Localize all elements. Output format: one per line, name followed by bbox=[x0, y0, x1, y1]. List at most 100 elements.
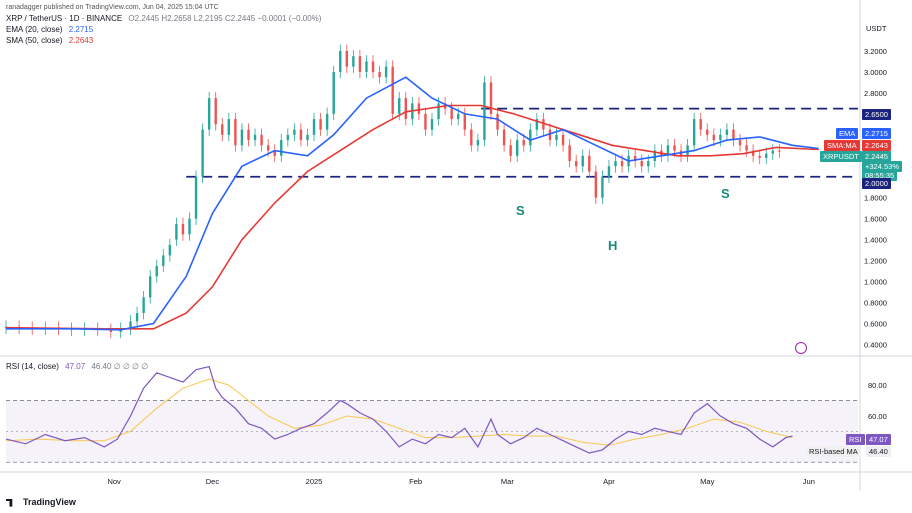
ema-legend-label: EMA (20, close) bbox=[6, 25, 63, 34]
candle-body bbox=[345, 50, 348, 67]
publisher-line: ranadagger published on TradingView.com,… bbox=[6, 4, 219, 11]
candle-body bbox=[496, 113, 499, 130]
rsi-legend-extra: 46.40 ∅ ∅ ∅ ∅ bbox=[91, 362, 149, 371]
price-tick-label: 0.8000 bbox=[864, 299, 887, 308]
rsi-legend[interactable]: RSI (14, close) 47.07 46.40 ∅ ∅ ∅ ∅ bbox=[6, 362, 152, 371]
candle-body bbox=[306, 134, 309, 141]
candle-body bbox=[509, 145, 512, 156]
candle-body bbox=[240, 129, 244, 146]
candle-body bbox=[542, 119, 545, 130]
price-tick-label: 1.2000 bbox=[864, 257, 887, 266]
symbol-header: XRP / TetherUS · 1D · BINANCE O2.2445 H2… bbox=[6, 14, 325, 23]
candle-body bbox=[640, 161, 643, 167]
ema-name-tag: EMA bbox=[836, 128, 859, 139]
change-tag: +324.53% bbox=[862, 161, 902, 172]
candle-body bbox=[778, 150, 781, 152]
candle-body bbox=[135, 313, 139, 322]
candle-body bbox=[155, 265, 158, 277]
candle-body bbox=[207, 98, 211, 130]
candle-body bbox=[489, 82, 493, 114]
candle-body bbox=[699, 119, 702, 130]
head-label: H bbox=[608, 238, 618, 253]
candle-body bbox=[384, 66, 388, 78]
candle-body bbox=[719, 134, 722, 141]
rsi-name-tag: RSI bbox=[846, 434, 865, 445]
time-tick-label: Nov bbox=[107, 477, 121, 486]
candle-body bbox=[299, 129, 303, 141]
price-tick-label: 1.0000 bbox=[864, 278, 887, 287]
candle-body bbox=[371, 61, 375, 72]
candle-body bbox=[712, 134, 716, 141]
price-tick-label: 2.8000 bbox=[864, 89, 887, 98]
brand-label: TradingView bbox=[23, 497, 76, 507]
candle-body bbox=[260, 134, 263, 146]
candle-body bbox=[450, 108, 453, 120]
candle-body bbox=[692, 119, 696, 146]
candle-body bbox=[168, 244, 172, 256]
tradingview-logo[interactable]: TradingView bbox=[6, 497, 76, 507]
candle-body bbox=[129, 321, 132, 329]
left-shoulder-label: S bbox=[516, 203, 525, 218]
candle-body bbox=[647, 161, 650, 167]
symbol-title[interactable]: XRP / TetherUS · 1D · BINANCE bbox=[6, 14, 123, 23]
candle-body bbox=[404, 98, 407, 120]
candle-body bbox=[522, 140, 525, 146]
candle-body bbox=[358, 56, 362, 72]
candle-body bbox=[293, 129, 296, 135]
candle-body bbox=[706, 129, 709, 135]
candle-body bbox=[319, 119, 322, 130]
level-top-tag: 2.6500 bbox=[862, 109, 891, 120]
candle-body bbox=[758, 155, 761, 158]
candle-body bbox=[555, 134, 558, 141]
pair-tag: XRPUSDT bbox=[820, 151, 862, 162]
candle-body bbox=[286, 134, 290, 141]
candle-body bbox=[529, 129, 532, 146]
candle-body bbox=[227, 119, 231, 135]
candle-body bbox=[378, 71, 381, 78]
sma-legend[interactable]: SMA (50, close) 2.2643 bbox=[6, 36, 97, 45]
candle-body bbox=[352, 56, 355, 67]
candle-body bbox=[470, 129, 473, 146]
candle-body bbox=[234, 119, 237, 146]
rsi-tick-label: 80.00 bbox=[868, 381, 887, 390]
candle-body bbox=[253, 134, 257, 141]
time-tick-label: May bbox=[700, 477, 714, 486]
price-tick-label: 1.4000 bbox=[864, 236, 887, 245]
candle-body bbox=[732, 129, 735, 141]
candle-body bbox=[201, 129, 204, 177]
alert-icon[interactable] bbox=[795, 342, 807, 354]
candle-body bbox=[601, 176, 604, 198]
rsi-legend-label: RSI (14, close) bbox=[6, 362, 59, 371]
candle-body bbox=[614, 161, 617, 167]
candle-body bbox=[502, 129, 506, 146]
candle-body bbox=[221, 124, 224, 135]
rsi-value-tag: 47.07 bbox=[866, 434, 891, 445]
sma-value-tag: 2.2643 bbox=[862, 140, 891, 151]
sma-name-tag: SMA:MA bbox=[824, 140, 860, 151]
ohlc-values: O2.2445 H2.2658 L2.2195 C2.2445 −0.0001 … bbox=[128, 14, 322, 23]
time-tick-label: Dec bbox=[206, 477, 220, 486]
candle-body bbox=[437, 103, 440, 120]
candle-body bbox=[391, 66, 394, 114]
ema-value-tag: 2.2715 bbox=[862, 128, 891, 139]
candle-body bbox=[398, 98, 401, 114]
candle-body bbox=[417, 103, 421, 114]
rsi-legend-value: 47.07 bbox=[65, 362, 86, 371]
rsi-tick-label: 60.00 bbox=[868, 412, 887, 421]
candle-body bbox=[771, 150, 774, 154]
ema-legend[interactable]: EMA (20, close) 2.2715 bbox=[6, 25, 97, 34]
candle-body bbox=[483, 82, 486, 141]
candle-body bbox=[312, 119, 316, 135]
candle-body bbox=[325, 113, 329, 130]
candle-body bbox=[561, 134, 565, 146]
candle-body bbox=[581, 155, 584, 167]
candle-body bbox=[535, 119, 539, 130]
candle-body bbox=[594, 171, 598, 198]
currency-label[interactable]: USDT bbox=[866, 24, 887, 33]
ema-20-line bbox=[6, 76, 819, 331]
candle-body bbox=[751, 150, 755, 156]
candle-body bbox=[725, 129, 729, 135]
rsi-ma-name-tag: RSI-based MA bbox=[806, 446, 861, 457]
